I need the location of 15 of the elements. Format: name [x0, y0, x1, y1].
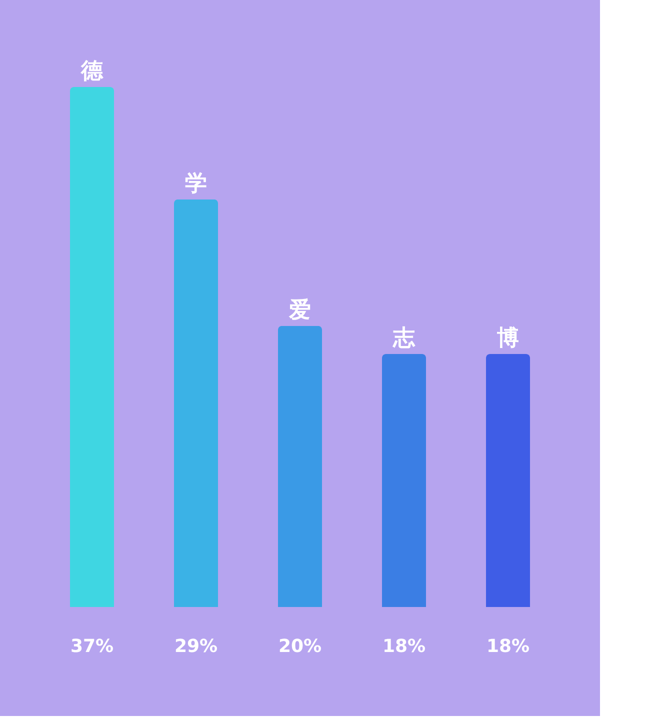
bar	[174, 199, 218, 607]
data-label: 18%	[486, 636, 530, 657]
x-tick-label: 博	[496, 326, 519, 352]
x-tick-label: 爱	[288, 298, 311, 323]
x-tick-label: 德	[80, 59, 104, 84]
x-tick-label: 志	[392, 326, 416, 352]
bar	[382, 354, 426, 607]
data-label: 18%	[382, 636, 426, 657]
data-label: 29%	[174, 636, 218, 657]
x-tick-label: 学	[185, 171, 207, 196]
bar	[70, 87, 114, 607]
bar	[278, 326, 322, 607]
bar	[486, 354, 530, 607]
data-label: 37%	[70, 636, 114, 657]
data-label: 20%	[278, 636, 322, 657]
